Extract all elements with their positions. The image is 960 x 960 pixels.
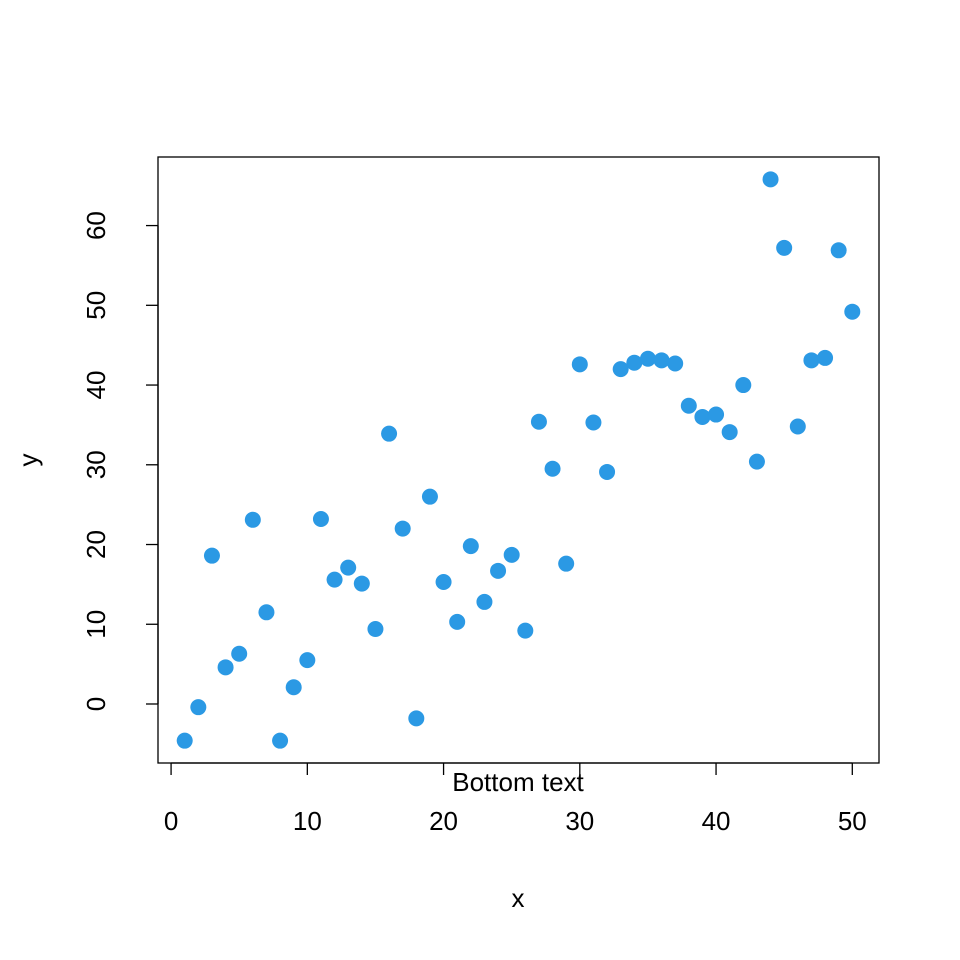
point xyxy=(449,613,466,630)
point xyxy=(517,622,534,639)
point xyxy=(231,645,248,662)
plot-frame xyxy=(157,156,880,764)
point xyxy=(435,573,452,590)
point xyxy=(817,349,834,366)
x-tick-label: 10 xyxy=(293,806,322,836)
point xyxy=(735,377,752,394)
y-tick-label: 30 xyxy=(81,450,111,479)
point xyxy=(353,575,370,592)
y-tick-label: 0 xyxy=(81,697,111,711)
point xyxy=(299,652,316,669)
point xyxy=(244,511,261,528)
point xyxy=(612,361,629,378)
point xyxy=(544,460,561,477)
x-tick-label: 40 xyxy=(702,806,731,836)
y-tick-label: 10 xyxy=(81,610,111,639)
point xyxy=(462,538,479,555)
point xyxy=(367,621,384,638)
point xyxy=(721,424,738,441)
point xyxy=(803,352,820,369)
point xyxy=(639,350,656,367)
point xyxy=(653,352,670,369)
point xyxy=(476,593,493,610)
point xyxy=(626,354,643,371)
point xyxy=(530,413,547,430)
point xyxy=(408,710,425,727)
y-tick-label: 20 xyxy=(81,530,111,559)
point xyxy=(694,408,711,425)
point xyxy=(326,571,343,588)
annotation: Bottom text xyxy=(452,767,584,797)
point xyxy=(490,562,507,579)
y-tick-label: 50 xyxy=(81,291,111,320)
point xyxy=(190,699,207,716)
point xyxy=(394,520,411,537)
x-tick-label: 20 xyxy=(429,806,458,836)
point xyxy=(680,397,697,414)
x-tick-label: 50 xyxy=(838,806,867,836)
y-axis-label: y xyxy=(13,454,43,467)
point xyxy=(789,418,806,435)
point xyxy=(585,414,602,431)
point xyxy=(558,555,575,572)
point xyxy=(830,242,847,259)
point xyxy=(340,559,357,576)
y-tick-label: 40 xyxy=(81,371,111,400)
y-tick-label: 60 xyxy=(81,211,111,240)
point xyxy=(203,547,220,564)
point xyxy=(503,546,520,563)
point xyxy=(272,732,289,749)
point xyxy=(421,488,438,505)
x-tick-label: 30 xyxy=(565,806,594,836)
point xyxy=(708,406,725,423)
point xyxy=(381,425,398,442)
x-tick-label: 0 xyxy=(164,806,178,836)
point xyxy=(762,171,779,188)
point xyxy=(312,511,329,528)
point xyxy=(571,356,588,373)
point xyxy=(285,679,302,696)
x-axis-label: x xyxy=(512,883,525,913)
point xyxy=(599,463,616,480)
point xyxy=(776,239,793,256)
point xyxy=(667,355,684,372)
point xyxy=(258,604,275,621)
point xyxy=(844,303,861,320)
point xyxy=(176,732,193,749)
point xyxy=(748,453,765,470)
point xyxy=(217,659,234,676)
